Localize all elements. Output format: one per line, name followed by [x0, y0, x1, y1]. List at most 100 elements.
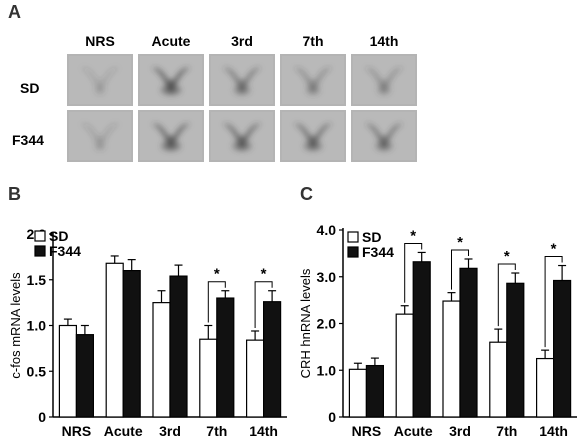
legend-swatch-f344 — [347, 246, 359, 258]
blot-image — [280, 54, 346, 106]
bar-sd — [246, 339, 265, 418]
blot-signal — [81, 123, 119, 151]
blot-image — [351, 110, 417, 162]
y-tick-label: 1.5 — [27, 272, 47, 288]
y-tick-label: 0 — [328, 409, 336, 425]
blot-v-shape — [152, 123, 190, 148]
blot-column-label: 7th — [302, 33, 324, 49]
blot-center — [233, 85, 251, 95]
bar-f344 — [122, 269, 141, 418]
x-tick-label: NRS — [352, 423, 382, 438]
chart-c: 0 1.0 2.0 3.0 4.0 CRH hnRNA levels NRS Acute 3rd… — [298, 222, 577, 438]
blot-v-shape — [81, 67, 119, 92]
blot-center — [232, 141, 252, 151]
bar-sd — [536, 357, 555, 418]
bar-f344 — [169, 275, 188, 418]
x-tick-label: 3rd — [449, 423, 471, 438]
panel-letter-c: C — [300, 184, 313, 204]
bar-sd — [105, 262, 124, 418]
blot-image — [280, 110, 346, 162]
y-axis-label: c-fos mRNA levels — [8, 272, 23, 379]
blot-row-label: SD — [20, 80, 40, 96]
blot-center — [94, 85, 106, 95]
bar-f344 — [75, 334, 95, 418]
blot-center — [160, 85, 182, 95]
blot-center — [305, 85, 321, 95]
y-tick-label: 3.0 — [317, 269, 337, 285]
significance-star: * — [410, 227, 416, 244]
blot-image — [209, 110, 275, 162]
x-tick-label: 3rd — [159, 423, 181, 438]
significance-star: * — [457, 234, 463, 251]
x-tick-label: 7th — [206, 423, 227, 438]
bar-f344 — [365, 364, 385, 418]
y-tick-label: 2.0 — [317, 316, 337, 332]
blot-image — [351, 54, 417, 106]
blot-signal — [365, 123, 403, 151]
blot-signal — [81, 67, 119, 95]
blot-center — [375, 141, 393, 151]
panel-letter-b: B — [8, 184, 21, 204]
blot-v-shape — [365, 67, 403, 92]
bar-sd — [442, 300, 461, 418]
significance-star: * — [214, 266, 220, 283]
significance-star: * — [504, 248, 510, 265]
significance-bracket — [544, 256, 563, 348]
blot-image — [138, 110, 204, 162]
bar-f344 — [216, 297, 235, 418]
blot-column-label: 14th — [369, 33, 399, 49]
bar-sd — [395, 313, 414, 418]
blot-center — [303, 141, 323, 151]
blot-v-shape — [294, 67, 332, 92]
legend-swatch-sd — [347, 231, 359, 243]
bar-f344 — [506, 282, 525, 418]
blot-signal — [152, 67, 190, 95]
x-tick-label: Acute — [104, 423, 143, 438]
bar-sd — [489, 341, 508, 418]
blot-center — [161, 141, 181, 151]
blot-v-shape — [223, 67, 261, 92]
blot-v-shape — [365, 123, 403, 148]
significance-bracket — [497, 263, 516, 327]
legend-label-f344: F344 — [362, 244, 394, 260]
blot-image — [209, 54, 275, 106]
blot-center — [94, 141, 106, 151]
x-tick-label: 7th — [496, 423, 517, 438]
legend-swatch-sd — [34, 230, 46, 242]
y-tick-label: 1.0 — [27, 318, 47, 334]
significance-bracket — [404, 242, 423, 303]
blot-image — [67, 54, 133, 106]
blot-image — [67, 110, 133, 162]
y-tick-label: 1.0 — [317, 362, 337, 378]
bar-f344 — [263, 301, 282, 418]
significance-bracket — [451, 249, 469, 290]
legend-label-f344: F344 — [49, 243, 81, 259]
bar-sd — [58, 324, 78, 418]
blot-column-label: Acute — [151, 33, 191, 49]
x-tick-label: 14th — [249, 423, 278, 438]
blot-signal — [294, 123, 332, 151]
blot-v-shape — [223, 123, 261, 148]
y-tick-label: 4.0 — [317, 222, 337, 238]
x-tick-label: NRS — [62, 423, 92, 438]
blot-v-shape — [152, 67, 190, 92]
blot-center — [377, 85, 391, 95]
y-axis-label: CRH hnRNA levels — [298, 268, 313, 378]
blot-v-shape — [294, 123, 332, 148]
bar-f344 — [459, 267, 478, 418]
blot-signal — [223, 67, 261, 95]
significance-bracket — [254, 281, 273, 328]
blot-v-shape — [81, 123, 119, 148]
x-tick-label: Acute — [394, 423, 433, 438]
blot-image — [138, 54, 204, 106]
bar-f344 — [412, 261, 431, 418]
blot-signal — [152, 123, 190, 151]
significance-star: * — [551, 241, 557, 258]
y-tick-label: 0 — [38, 409, 46, 425]
significance-star: * — [261, 266, 267, 283]
bar-sd — [199, 338, 218, 418]
bar-sd — [348, 368, 368, 418]
blot-row-label: F344 — [12, 132, 44, 148]
blot-column-label: NRS — [85, 33, 115, 49]
significance-bracket — [207, 281, 226, 323]
